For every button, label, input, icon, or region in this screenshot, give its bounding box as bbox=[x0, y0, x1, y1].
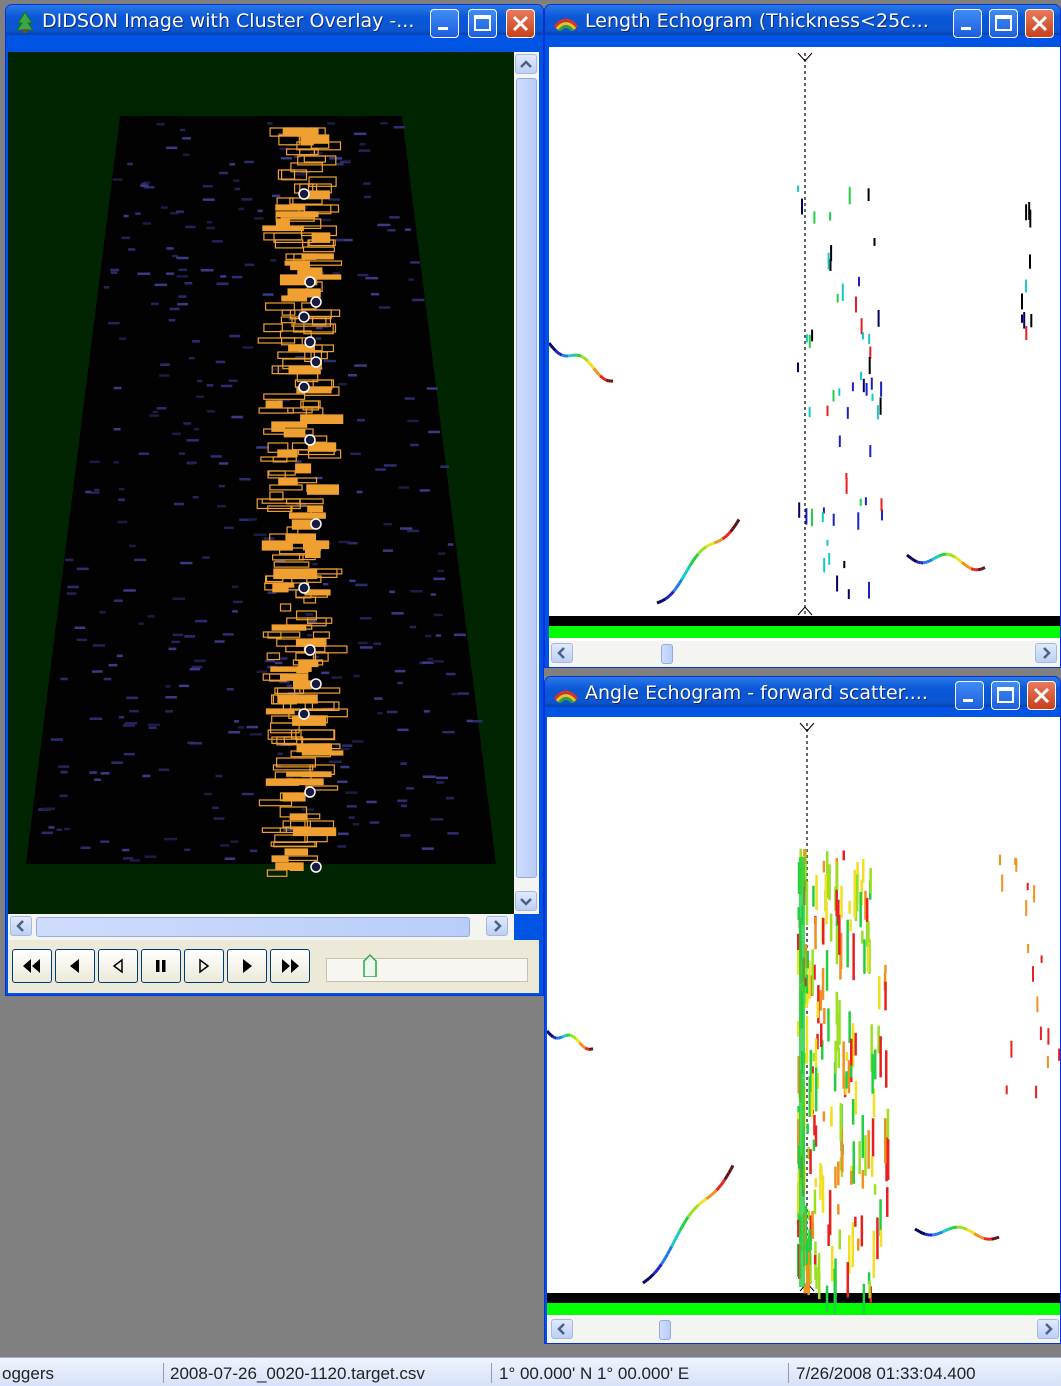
maximize-button[interactable] bbox=[991, 681, 1020, 710]
didson-titlebar[interactable]: DIDSON Image with Cluster Overlay -... bbox=[6, 5, 543, 38]
maximize-button[interactable] bbox=[468, 9, 497, 38]
pause-icon bbox=[156, 960, 166, 972]
angle-echogram-plot[interactable] bbox=[545, 717, 1060, 1317]
scroll-left-button[interactable] bbox=[551, 1319, 573, 1339]
track-trace bbox=[547, 342, 614, 383]
maximize-icon bbox=[997, 687, 1014, 703]
vertical-scroll-thumb[interactable] bbox=[516, 78, 537, 878]
close-icon bbox=[512, 15, 529, 32]
minimize-icon bbox=[963, 699, 973, 702]
status-pane-position: 1° 00.000' N 1° 00.000' E bbox=[499, 1364, 690, 1383]
sonar-speckles bbox=[38, 122, 483, 862]
track-trace bbox=[656, 518, 741, 605]
scroll-right-button[interactable] bbox=[1035, 643, 1057, 663]
minimize-button[interactable] bbox=[430, 9, 459, 38]
horizontal-scroll-thumb[interactable] bbox=[661, 644, 673, 664]
maximize-icon bbox=[995, 15, 1012, 31]
didson-window: DIDSON Image with Cluster Overlay -... bbox=[5, 4, 544, 996]
step-back-icon bbox=[112, 958, 123, 974]
target-marks bbox=[797, 185, 883, 599]
length-title: Length Echogram (Thickness<25c... bbox=[585, 10, 929, 32]
track-trace bbox=[914, 1225, 1000, 1241]
scroll-left-button[interactable] bbox=[551, 643, 573, 663]
didson-title: DIDSON Image with Cluster Overlay -... bbox=[42, 10, 415, 32]
close-button[interactable] bbox=[1025, 9, 1054, 38]
length-titlebar[interactable]: Length Echogram (Thickness<25c... bbox=[545, 5, 1060, 38]
play-icon bbox=[243, 959, 252, 973]
minimize-button[interactable] bbox=[953, 9, 982, 38]
sonar-image[interactable] bbox=[8, 52, 514, 914]
playback-toolbar bbox=[8, 940, 539, 993]
target-marks bbox=[999, 854, 1060, 1099]
didson-vertical-scrollbar[interactable] bbox=[514, 52, 539, 914]
minimize-icon bbox=[438, 27, 448, 30]
status-separator bbox=[163, 1363, 164, 1383]
scroll-right-button[interactable] bbox=[1037, 1319, 1059, 1339]
track-trace bbox=[545, 1029, 594, 1051]
scatter-column bbox=[797, 848, 890, 1315]
echogram-app-icon bbox=[553, 690, 579, 703]
arrow-left-icon bbox=[557, 647, 565, 659]
angle-titlebar[interactable]: Angle Echogram - forward scatter.... bbox=[545, 677, 1060, 710]
horizontal-scroll-thumb[interactable] bbox=[659, 1320, 671, 1340]
scroll-left-button[interactable] bbox=[10, 916, 32, 936]
scroll-right-button[interactable] bbox=[486, 916, 508, 936]
horizontal-scroll-thumb[interactable] bbox=[36, 917, 470, 937]
scroll-down-button[interactable] bbox=[515, 891, 537, 911]
length-echogram-plot[interactable] bbox=[547, 47, 1060, 641]
pause-button[interactable] bbox=[141, 949, 181, 983]
length-horizontal-scrollbar[interactable] bbox=[549, 641, 1060, 667]
arrow-right-icon bbox=[494, 920, 502, 932]
arrow-left-icon bbox=[557, 1323, 565, 1335]
length-echogram-window: Length Echogram (Thickness<25c... bbox=[544, 4, 1061, 668]
fast-rewind-button[interactable] bbox=[12, 949, 52, 983]
minimize-icon bbox=[961, 27, 971, 30]
play-reverse-icon bbox=[70, 959, 79, 973]
close-icon bbox=[1033, 687, 1050, 704]
angle-horizontal-scrollbar[interactable] bbox=[547, 1317, 1060, 1343]
step-back-frame-button[interactable] bbox=[98, 949, 138, 983]
track-trace bbox=[642, 1164, 735, 1285]
step-forward-frame-button[interactable] bbox=[184, 949, 224, 983]
scroll-up-button[interactable] bbox=[515, 54, 537, 74]
status-separator bbox=[788, 1363, 789, 1383]
fast-forward-button[interactable] bbox=[270, 949, 310, 983]
angle-echogram-window: Angle Echogram - forward scatter.... bbox=[544, 676, 1061, 1344]
arrow-down-icon bbox=[520, 898, 532, 906]
step-back-full-button[interactable] bbox=[55, 949, 95, 983]
arrow-right-icon bbox=[1043, 647, 1051, 659]
arrow-left-icon bbox=[16, 920, 24, 932]
cluster-boxes bbox=[256, 127, 348, 877]
frame-slider[interactable] bbox=[326, 953, 528, 982]
step-forward-icon bbox=[199, 958, 210, 974]
angle-title: Angle Echogram - forward scatter.... bbox=[585, 682, 928, 704]
maximize-button[interactable] bbox=[989, 9, 1018, 38]
didson-horizontal-scrollbar[interactable] bbox=[8, 914, 514, 940]
close-button[interactable] bbox=[506, 9, 535, 38]
fast-rewind-icon bbox=[23, 959, 40, 973]
target-marks bbox=[1021, 202, 1033, 341]
arrow-up-icon bbox=[520, 60, 532, 68]
status-pane-timestamp: 7/26/2008 01:33:04.400 bbox=[796, 1364, 976, 1383]
step-forward-full-button[interactable] bbox=[227, 949, 267, 983]
close-icon bbox=[1031, 15, 1048, 32]
echogram-app-icon bbox=[553, 18, 579, 31]
minimize-button[interactable] bbox=[955, 681, 984, 710]
cluster-centroid-markers bbox=[298, 188, 322, 873]
status-bar: oggers 2008-07-26_0020-1120.target.csv 1… bbox=[0, 1357, 1061, 1386]
status-pane-loggers: oggers bbox=[2, 1364, 54, 1383]
arrow-right-icon bbox=[1045, 1323, 1053, 1335]
sonar-view[interactable] bbox=[8, 52, 514, 914]
slider-thumb-icon[interactable] bbox=[361, 953, 379, 977]
status-separator bbox=[491, 1363, 492, 1383]
tree-app-icon bbox=[16, 11, 34, 33]
track-trace bbox=[906, 552, 986, 572]
status-pane-filename: 2008-07-26_0020-1120.target.csv bbox=[170, 1364, 425, 1383]
angle-echogram-canvas[interactable] bbox=[545, 717, 1060, 1317]
close-button[interactable] bbox=[1027, 681, 1056, 710]
maximize-icon bbox=[474, 15, 491, 31]
fast-forward-icon bbox=[282, 959, 299, 973]
length-echogram-canvas[interactable] bbox=[547, 47, 1060, 641]
